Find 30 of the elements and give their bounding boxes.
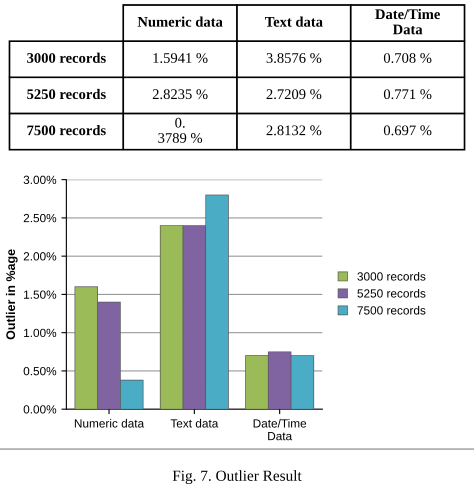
legend-label: 5250 records xyxy=(357,288,426,298)
text: 0.771 % xyxy=(384,89,432,100)
text: 2.7209 % xyxy=(266,89,322,100)
text: 0. 3789 % xyxy=(158,118,202,143)
y-tick-label: 0.50% xyxy=(24,366,56,376)
y-tick-label: 0.00% xyxy=(24,405,56,414)
y-tick-label: 2.00% xyxy=(24,252,56,261)
y-tick-label: 1.00% xyxy=(24,328,56,338)
y-axis-title: Outlier in %age xyxy=(6,249,18,340)
text: 3.8576 % xyxy=(266,53,322,63)
text: 2.8132 % xyxy=(266,125,322,136)
text: 2.8235 % xyxy=(152,89,208,100)
caption: Fig. 7. Outlier Result xyxy=(172,470,302,484)
y-tick-label: 2.50% xyxy=(24,214,56,222)
x-tick-label: Date/Time Data xyxy=(254,418,306,440)
y-tick-label: 3.00% xyxy=(24,176,56,184)
category-label: Numeric data xyxy=(138,16,223,27)
text: 0.708 % xyxy=(384,53,432,63)
legend-label: 3000 records xyxy=(357,272,426,281)
category-label: 5250 records xyxy=(27,88,106,100)
legend-label: 7500 records xyxy=(358,306,426,315)
category-label: 3000 records xyxy=(27,52,106,63)
text: 1.5941 % xyxy=(153,53,208,63)
x-tick-label: Numeric data xyxy=(74,418,144,428)
category-label: 7500 records xyxy=(27,125,106,136)
text: 0.697 % xyxy=(384,125,432,136)
x-tick-label: Text data xyxy=(170,418,218,428)
category-label: Date/Time Data xyxy=(375,8,440,34)
y-tick-label: 1.50% xyxy=(24,290,56,299)
category-label: Text data xyxy=(265,16,323,27)
